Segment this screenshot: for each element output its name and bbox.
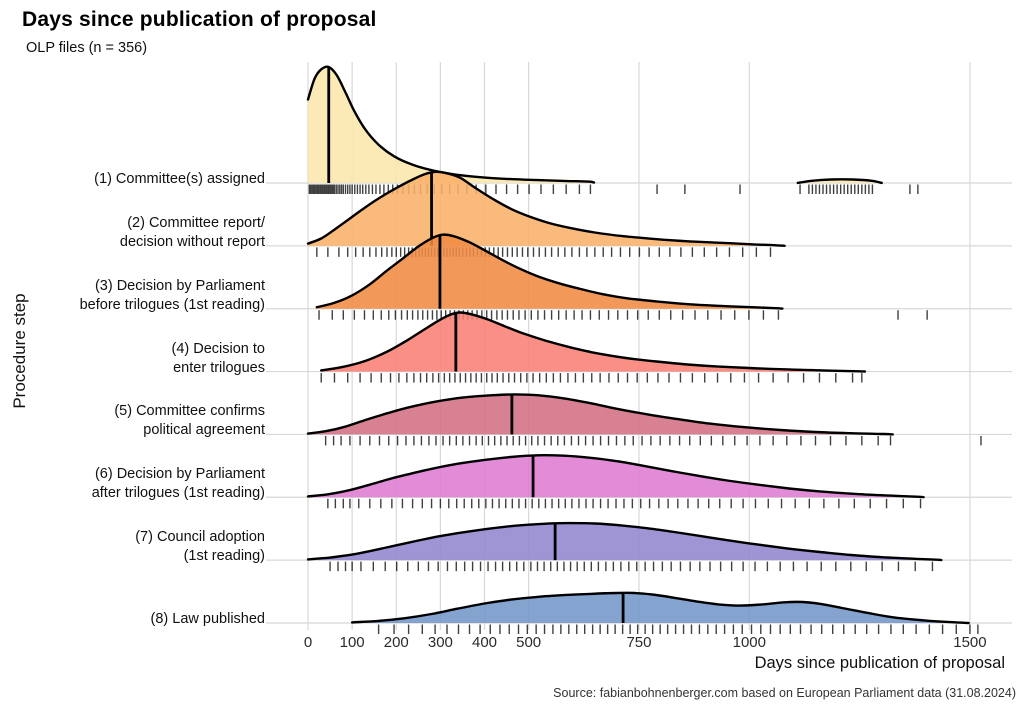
ridge-6-outline (306, 454, 925, 499)
x-tick-400: 400 (472, 634, 498, 651)
ridge-2-outline (306, 170, 786, 247)
y-label-step-8: (8) Law published (150, 610, 265, 627)
y-label-step-4: (4) Decision to enter trilogues (171, 340, 265, 376)
y-axis-title: Procedure step (10, 293, 29, 409)
x-tick-0: 0 (303, 634, 313, 651)
x-tick-1500: 1500 (953, 634, 987, 651)
x-axis-title: Days since publication of proposal (754, 654, 1005, 672)
ridge-5-area (308, 394, 893, 435)
ridge-7-outline (306, 521, 943, 562)
ridge-1-outline-b (796, 178, 883, 185)
y-label-step-2: (2) Committee report/decision without re… (119, 214, 265, 250)
x-tick-100: 100 (339, 634, 365, 651)
chart-subtitle: OLP files (n = 356) (26, 40, 148, 56)
y-label-step-6: (6) Decision by Parliament after trilogue… (91, 466, 265, 502)
y-label-step-5: (5) Committee confirms political agreemen… (114, 403, 265, 439)
ridge-2-area (308, 171, 785, 246)
y-label-step-1: (1) Committee(s) assigned (94, 171, 265, 187)
chart-title: Days since publication of proposal (22, 8, 377, 31)
x-tick-750: 750 (626, 634, 652, 651)
ridge-3-area (316, 234, 783, 309)
ridge-4-outline (320, 311, 867, 373)
ridge-1-area (308, 66, 594, 183)
ridge-8-outline (350, 591, 970, 625)
y-label-step-7: (7) Council adoption (1st reading) (135, 529, 265, 565)
x-tick-200: 200 (383, 634, 409, 651)
x-tick-1000: 1000 (732, 634, 766, 651)
source-credit: Source: fabianbohnenberger.com based on … (553, 686, 1016, 700)
x-tick-500: 500 (516, 634, 542, 651)
ridge-5-outline (306, 393, 894, 436)
ridge-8-area (352, 592, 969, 623)
y-label-step-3: (3) Decision by Parliament before trilogu… (79, 277, 265, 313)
x-tick-300: 300 (427, 634, 453, 651)
ridge-3-outline (315, 233, 784, 310)
